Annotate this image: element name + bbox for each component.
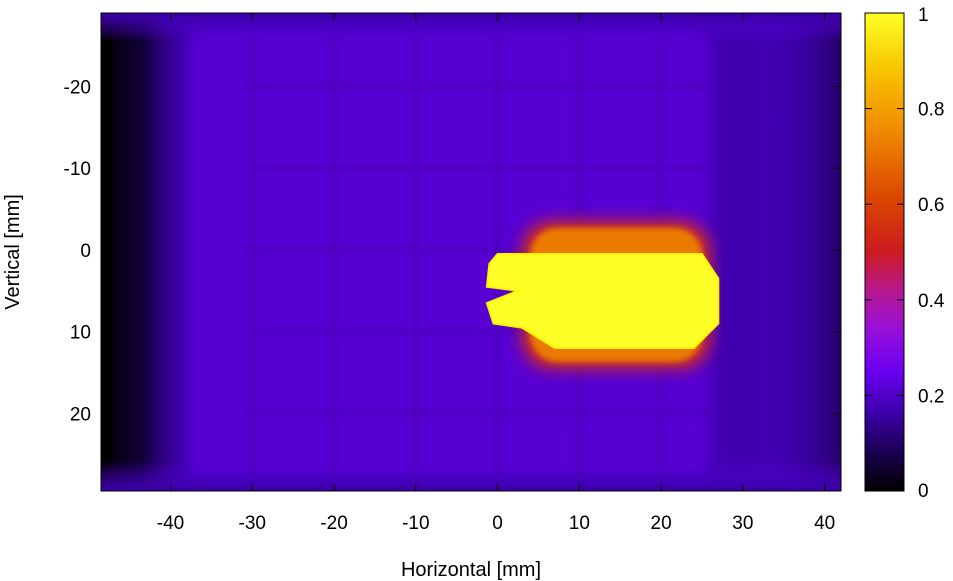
y-tick-label: 0 [80, 241, 91, 262]
colorbar-tick-label: 0.4 [918, 291, 945, 312]
x-tick-label: 30 [732, 513, 753, 534]
right-edge-shadow [751, 13, 841, 491]
plot-area [101, 13, 841, 491]
x-tick-label: -20 [320, 513, 347, 534]
colorbar-tick-label: 0 [918, 481, 929, 502]
colorbar-tick-label: 0.2 [918, 386, 944, 407]
x-tick-label: 20 [651, 513, 672, 534]
y-tick-label: -10 [64, 159, 91, 180]
x-tick-label: -30 [239, 513, 266, 534]
x-tick-label: -40 [157, 513, 184, 534]
dark-edge-strip [101, 13, 111, 491]
x-tick-label: 40 [814, 513, 835, 534]
top-edge-shadow [101, 13, 841, 41]
x-axis-label: Horizontal [mm] [401, 559, 541, 581]
left-edge-shadow [101, 13, 195, 491]
y-tick-label: -20 [64, 78, 91, 99]
y-tick-label: 10 [70, 323, 91, 344]
bottom-edge-shadow [101, 461, 841, 491]
colorbar-tick-label: 0.8 [918, 100, 944, 121]
colorbar-tick-label: 0.6 [918, 195, 944, 216]
x-tick-label: 0 [492, 513, 503, 534]
x-tick-label: 10 [569, 513, 590, 534]
colorbar [865, 13, 904, 491]
y-axis-label: Vertical [mm] [2, 194, 24, 310]
colorbar-tick-label: 1 [918, 5, 929, 26]
x-tick-label: -10 [402, 513, 429, 534]
y-tick-label: 20 [70, 404, 91, 425]
